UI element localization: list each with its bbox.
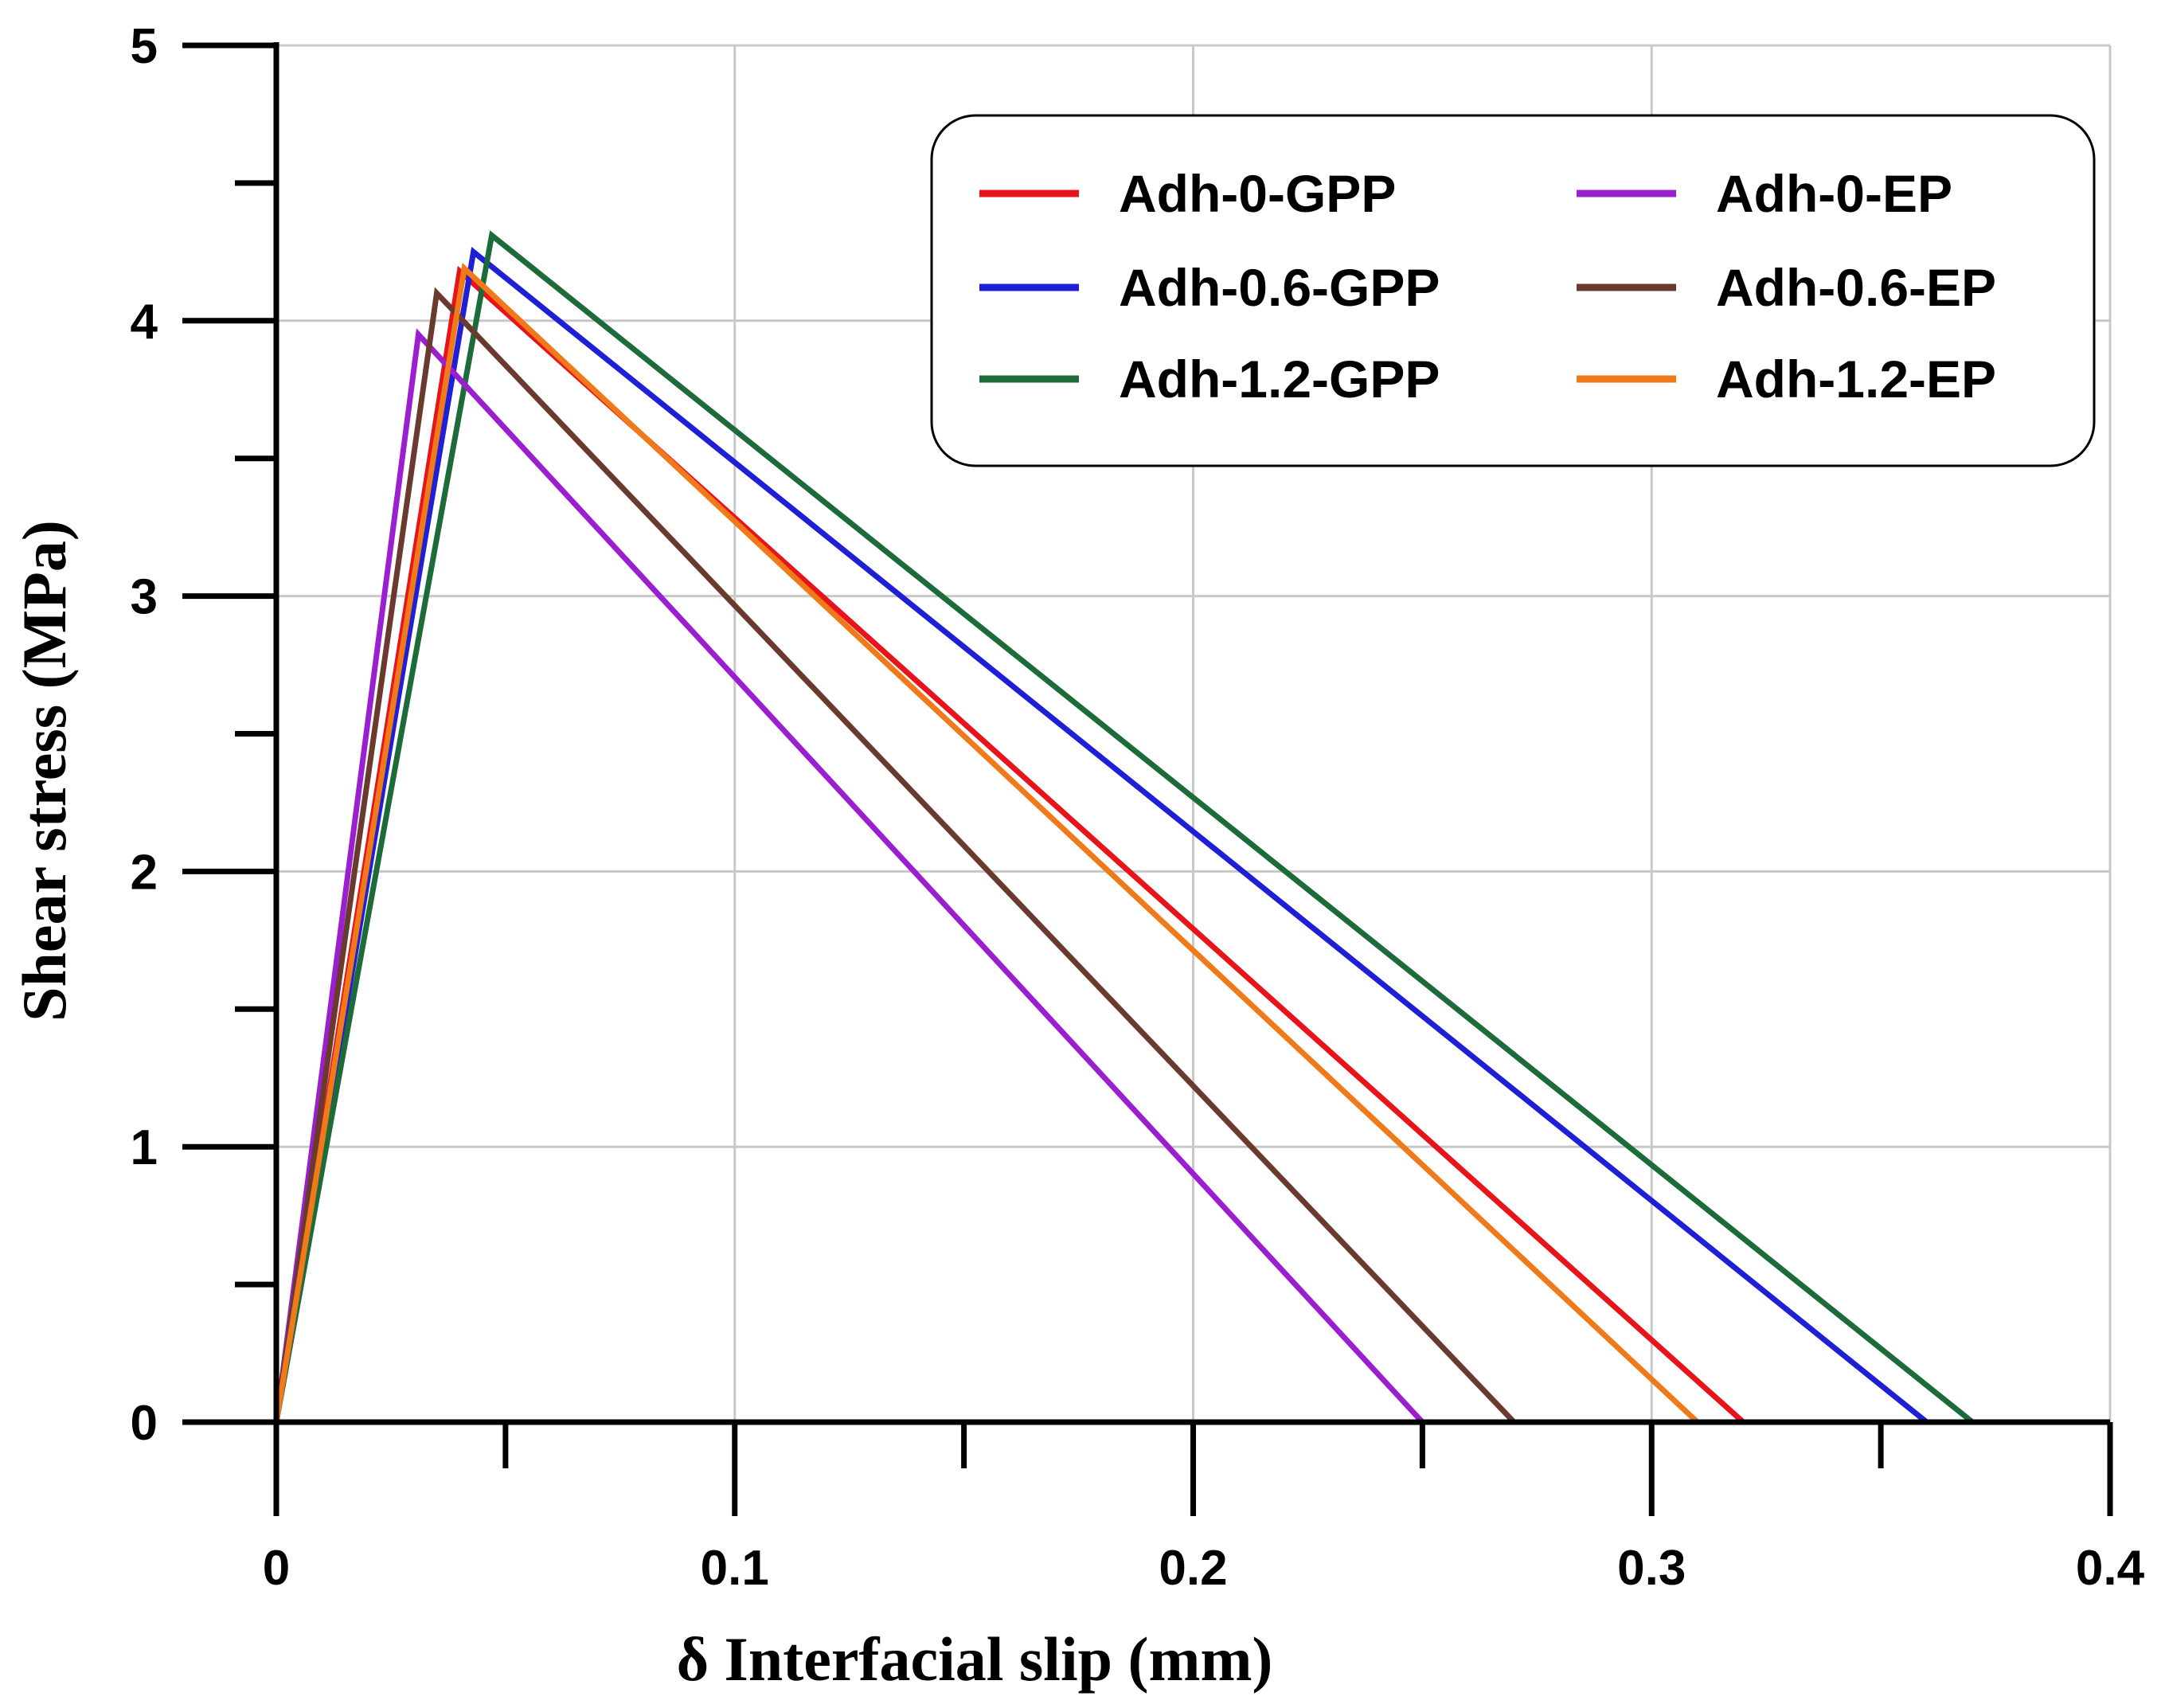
y-axis-title: Shear stress (MPa) — [10, 520, 79, 1022]
x-tick-label: 0.1 — [701, 1541, 769, 1596]
series-line-adh-12-gpp — [273, 230, 1975, 1425]
legend-label: Adh-0-EP — [1716, 164, 1952, 223]
legend-item: Adh-0.6-GPP — [979, 258, 1440, 317]
x-tick-label: 0.3 — [1617, 1541, 1686, 1596]
axes — [182, 42, 2113, 1516]
y-tick-label: 5 — [131, 19, 158, 74]
legend-label: Adh-0.6-GPP — [1119, 258, 1440, 317]
legend-item: Adh-0-EP — [1577, 164, 1952, 223]
x-tick-label: 0.4 — [2076, 1541, 2145, 1596]
legend-label: Adh-1.2-EP — [1716, 350, 1996, 408]
y-tick-label: 4 — [131, 295, 158, 350]
legend-label: Adh-0-GPP — [1119, 164, 1396, 223]
tick-labels: 0 0.1 0.2 0.3 0.4 0 1 2 3 4 5 — [131, 19, 2145, 1596]
y-tick-label: 0 — [131, 1396, 158, 1451]
y-tick-label: 2 — [131, 845, 158, 900]
legend-item: Adh-1.2-EP — [1577, 350, 1996, 408]
legend-item: Adh-0.6-EP — [1577, 258, 1996, 317]
legend: Adh-0-GPP Adh-0.6-GPP Adh-1.2-GPP Adh-0-EP A… — [930, 114, 2096, 467]
x-axis-title: δ Interfacial slip (mm) — [677, 1624, 1273, 1694]
series-line-adh-0-ep — [273, 328, 1424, 1425]
legend-label: Adh-1.2-GPP — [1119, 350, 1440, 408]
series-lines — [273, 230, 1975, 1425]
series-line-adh-12-ep — [273, 263, 1700, 1425]
legend-box — [930, 114, 2096, 467]
y-tick-label: 1 — [131, 1120, 158, 1175]
x-tick-label: 0.2 — [1159, 1541, 1227, 1596]
legend-label: Adh-0.6-EP — [1716, 258, 1996, 317]
legend-item: Adh-1.2-GPP — [979, 350, 1440, 408]
legend-item: Adh-0-GPP — [979, 164, 1396, 223]
x-tick-label: 0 — [263, 1541, 290, 1596]
y-tick-label: 3 — [131, 570, 158, 625]
series-line-adh-06-ep — [273, 287, 1517, 1425]
